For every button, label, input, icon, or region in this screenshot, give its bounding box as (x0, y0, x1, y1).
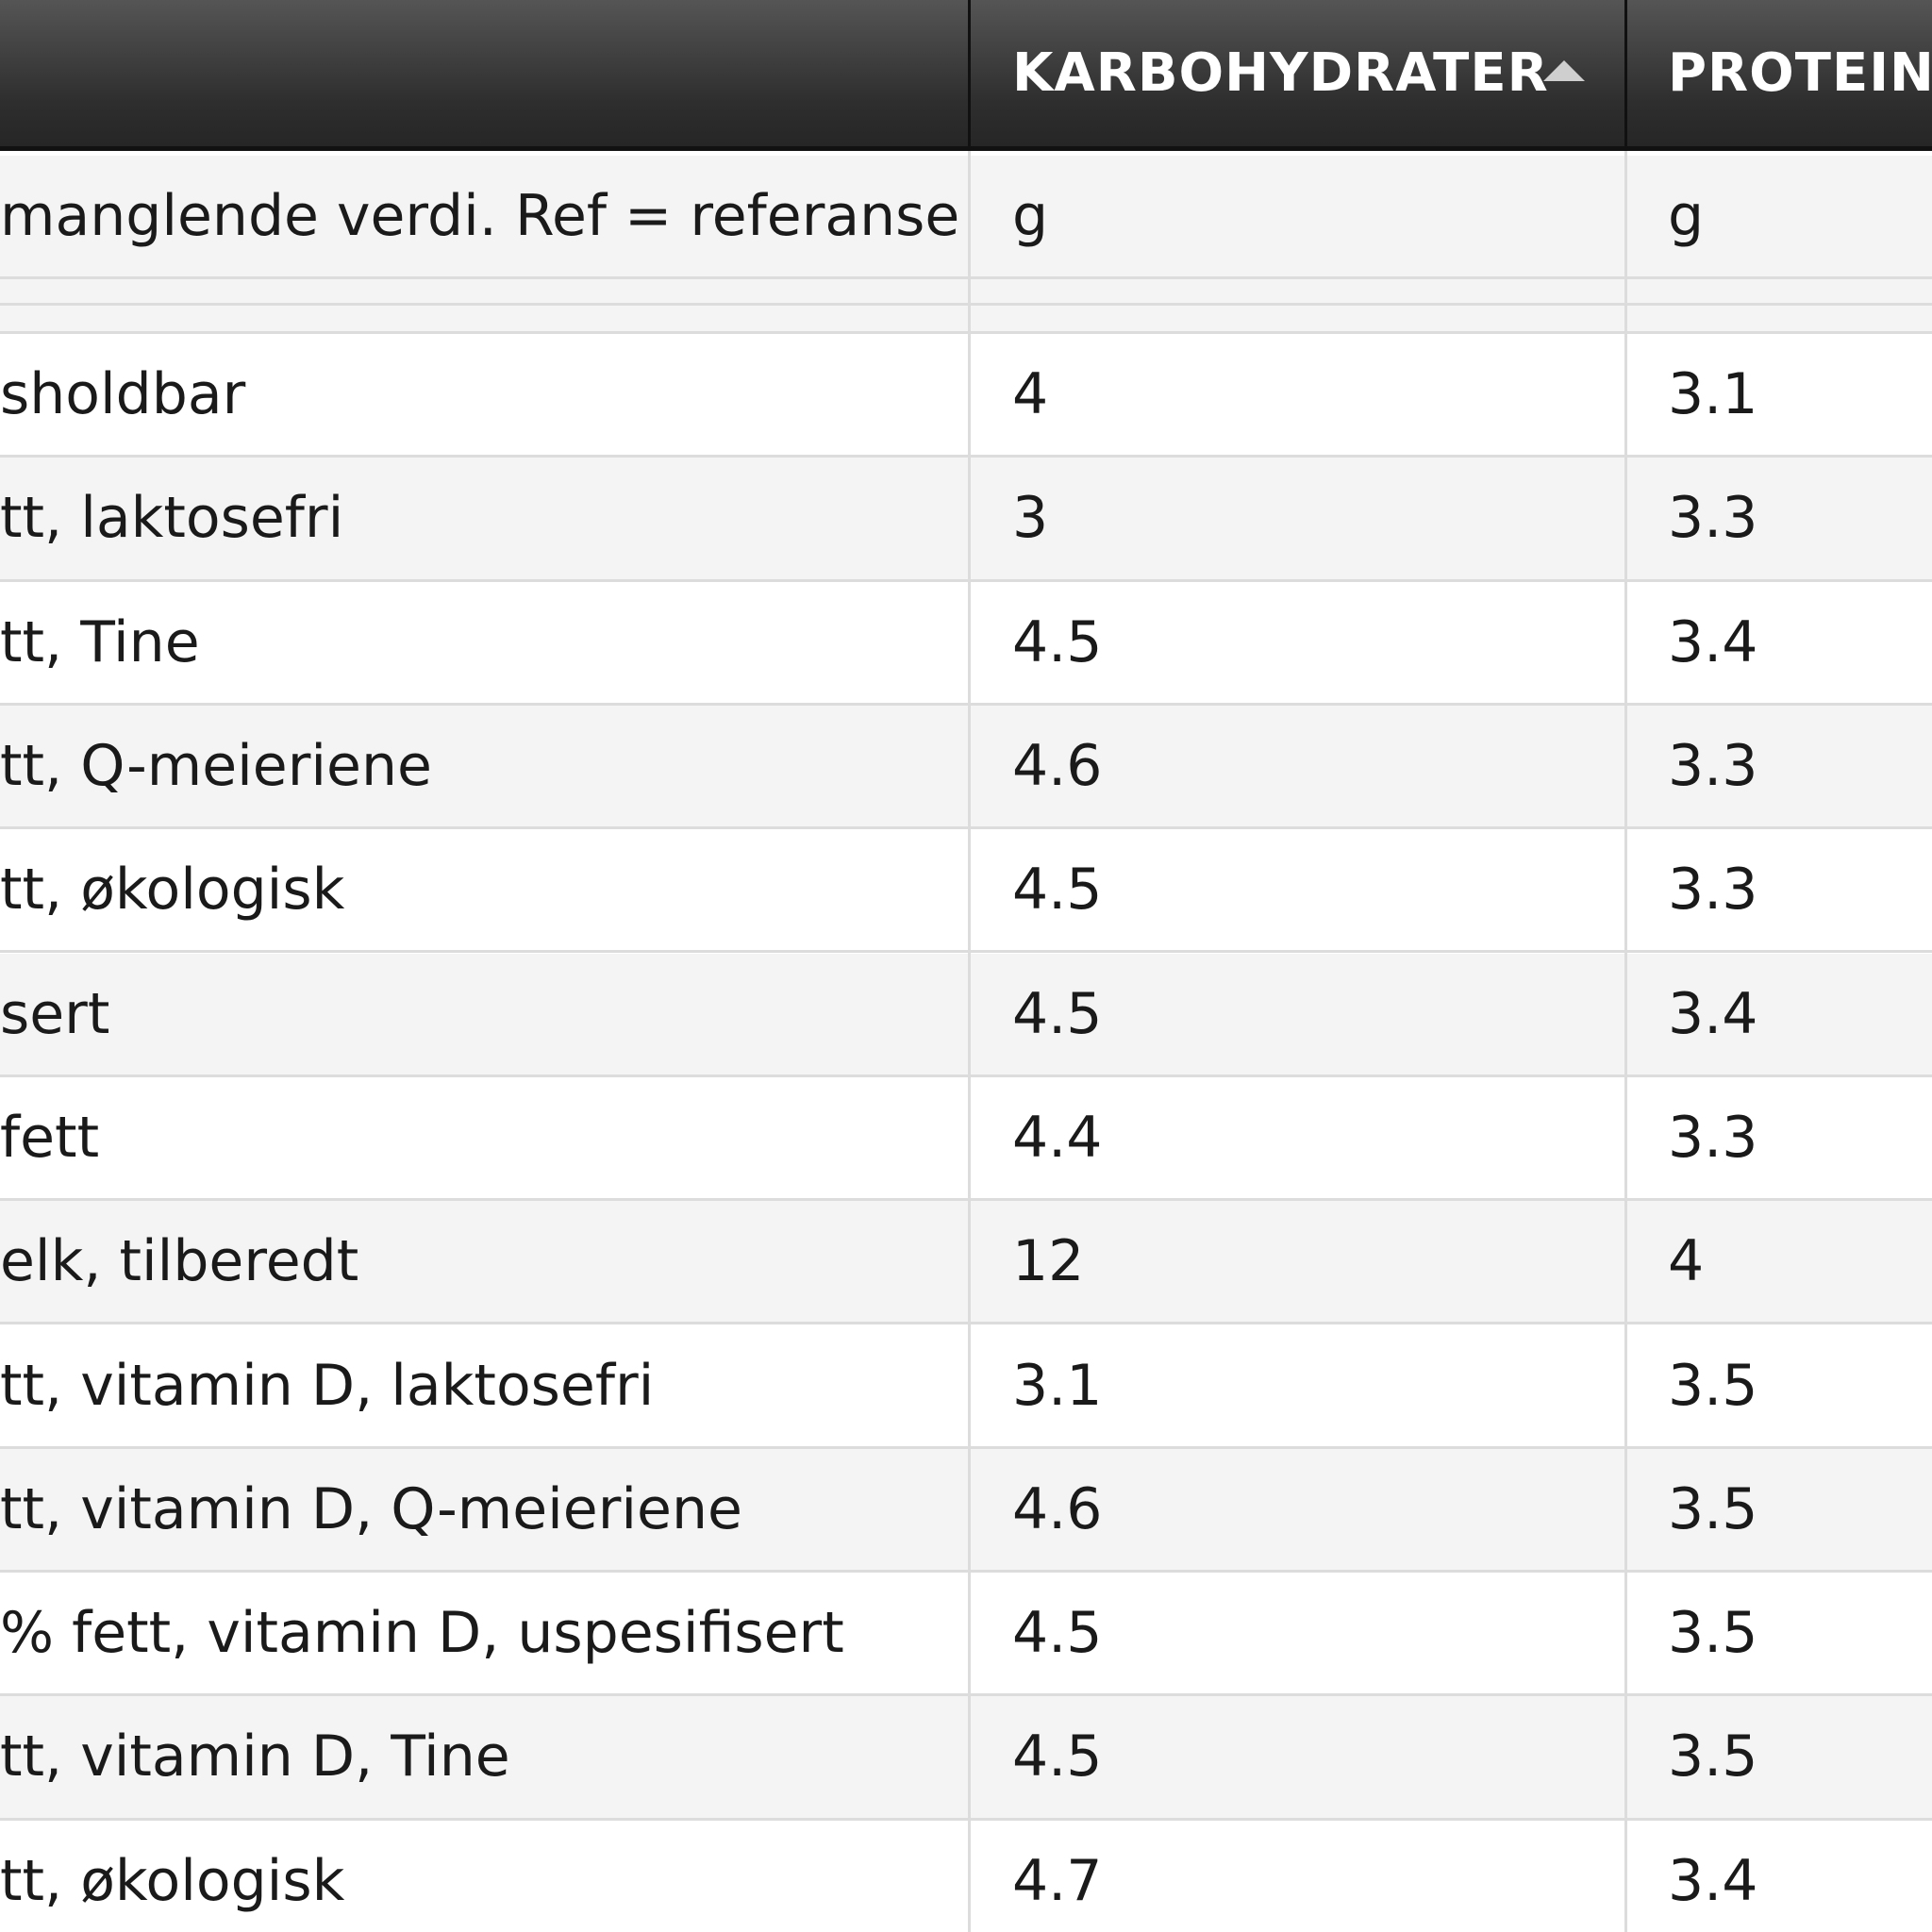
column-header-protein[interactable]: PROTEIN (1668, 42, 1932, 104)
protein-cell: 4 (1668, 1228, 1705, 1295)
protein-cell: 3.5 (1668, 1600, 1758, 1667)
column-divider (1624, 151, 1627, 1932)
food-name-cell: tt, vitamin D, laktosefri (0, 1352, 655, 1419)
karbohydrater-cell: 4.4 (1012, 1104, 1103, 1171)
protein-cell: 3.4 (1668, 1847, 1758, 1914)
table-row[interactable]: % fett, vitamin D, uspesifisert 4.5 3.5 (0, 1573, 1932, 1697)
karbohydrater-cell: 4 (1012, 361, 1049, 428)
protein-cell: 3.5 (1668, 1352, 1758, 1419)
food-name-cell: sholdbar (0, 361, 246, 428)
unit-protein: g (1668, 183, 1705, 249)
food-name-cell: tt, vitamin D, Q-meieriene (0, 1475, 742, 1542)
table-row[interactable]: sert 4.5 3.4 (0, 953, 1932, 1077)
protein-cell: 3.1 (1668, 361, 1758, 428)
protein-cell: 3.3 (1668, 733, 1758, 800)
karbohydrater-cell: 3.1 (1012, 1352, 1103, 1419)
table-row[interactable]: tt, laktosefri 3 3.3 (0, 458, 1932, 582)
karbohydrater-cell: 4.5 (1012, 1600, 1103, 1667)
protein-cell: 3.5 (1668, 1475, 1758, 1542)
table-row[interactable]: tt, Q-meieriene 4.6 3.3 (0, 705, 1932, 830)
header-divider (968, 0, 971, 151)
food-name-cell: tt, laktosefri (0, 485, 344, 552)
karbohydrater-cell: 4.5 (1012, 608, 1103, 675)
karbohydrater-cell: 4.6 (1012, 733, 1103, 800)
column-divider (968, 151, 971, 1932)
karbohydrater-cell: 4.7 (1012, 1847, 1103, 1914)
karbohydrater-cell: 3 (1012, 485, 1049, 552)
food-name-cell: sert (0, 980, 110, 1047)
spacer-row (0, 279, 1932, 306)
column-header-food[interactable] (0, 0, 968, 146)
food-name-cell: tt, økologisk (0, 857, 345, 924)
protein-cell: 3.3 (1668, 857, 1758, 924)
table-row[interactable]: tt, vitamin D, Tine 4.5 3.5 (0, 1696, 1932, 1821)
table-row[interactable]: tt, Tine 4.5 3.4 (0, 581, 1932, 706)
protein-cell: 3.3 (1668, 485, 1758, 552)
table-row[interactable]: tt, vitamin D, Q-meieriene 4.6 3.5 (0, 1448, 1932, 1573)
table-row[interactable]: tt, vitamin D, laktosefri 3.1 3.5 (0, 1324, 1932, 1449)
protein-cell: 3.5 (1668, 1724, 1758, 1790)
karbohydrater-cell: 12 (1012, 1228, 1085, 1295)
protein-cell: 3.4 (1668, 980, 1758, 1047)
table-row[interactable]: tt, økologisk 4.5 3.3 (0, 829, 1932, 954)
karbohydrater-cell: 4.5 (1012, 980, 1103, 1047)
unit-row: manglende verdi. Ref = referanse g g (0, 156, 1932, 279)
spacer-row (0, 306, 1932, 334)
unit-carb: g (1012, 183, 1049, 249)
food-name-cell: fett (0, 1104, 100, 1171)
food-name-cell: tt, vitamin D, Tine (0, 1724, 510, 1790)
column-header-karbohydrater[interactable]: KARBOHYDRATER (1012, 42, 1549, 104)
table-row[interactable]: tt, økologisk 4.7 3.4 (0, 1820, 1932, 1932)
food-name-cell: tt, økologisk (0, 1847, 345, 1914)
food-name-cell: tt, Tine (0, 608, 200, 675)
food-name-cell: elk, tilberedt (0, 1228, 359, 1295)
karbohydrater-cell: 4.5 (1012, 857, 1103, 924)
karbohydrater-cell: 4.5 (1012, 1724, 1103, 1790)
header-divider (1624, 0, 1627, 151)
food-name-cell: tt, Q-meieriene (0, 733, 432, 800)
karbohydrater-cell: 4.6 (1012, 1475, 1103, 1542)
protein-cell: 3.3 (1668, 1104, 1758, 1171)
protein-cell: 3.4 (1668, 608, 1758, 675)
table-row[interactable]: fett 4.4 3.3 (0, 1076, 1932, 1202)
table-header: KARBOHYDRATER PROTEIN (0, 0, 1932, 151)
unit-row-label: manglende verdi. Ref = referanse (0, 183, 960, 249)
sort-ascending-icon[interactable] (1543, 60, 1585, 81)
food-name-cell: % fett, vitamin D, uspesifisert (0, 1600, 844, 1667)
table-row[interactable]: elk, tilberedt 12 4 (0, 1201, 1932, 1325)
table-row[interactable]: sholdbar 4 3.1 (0, 334, 1932, 458)
